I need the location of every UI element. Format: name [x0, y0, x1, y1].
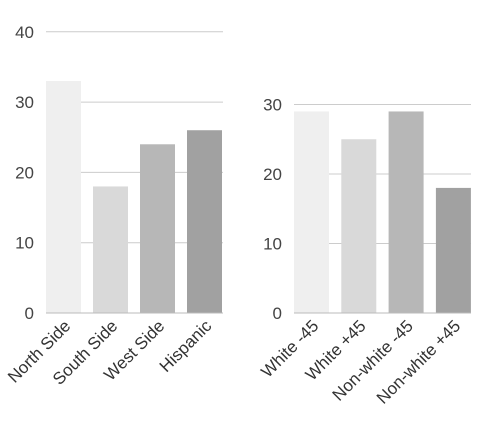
bar: [435, 187, 471, 313]
bar: [294, 111, 329, 313]
y-tick-label: 20: [15, 163, 34, 182]
y-tick-label: 10: [263, 235, 282, 254]
bar: [388, 111, 424, 313]
bar: [46, 81, 81, 313]
x-tick-label: Non-white +45: [373, 316, 464, 407]
bar: [187, 130, 222, 313]
bar: [341, 139, 377, 313]
x-tick-label: Hispanic: [156, 316, 216, 376]
y-tick-label: 30: [263, 96, 282, 115]
y-tick-label: 20: [263, 165, 282, 184]
y-tick-label: 40: [15, 23, 34, 42]
y-tick-label: 0: [25, 304, 34, 323]
y-tick-label: 10: [15, 234, 34, 253]
bar: [93, 186, 128, 313]
bar: [140, 144, 175, 313]
y-tick-label: 0: [273, 304, 282, 323]
y-tick-label: 30: [15, 93, 34, 112]
